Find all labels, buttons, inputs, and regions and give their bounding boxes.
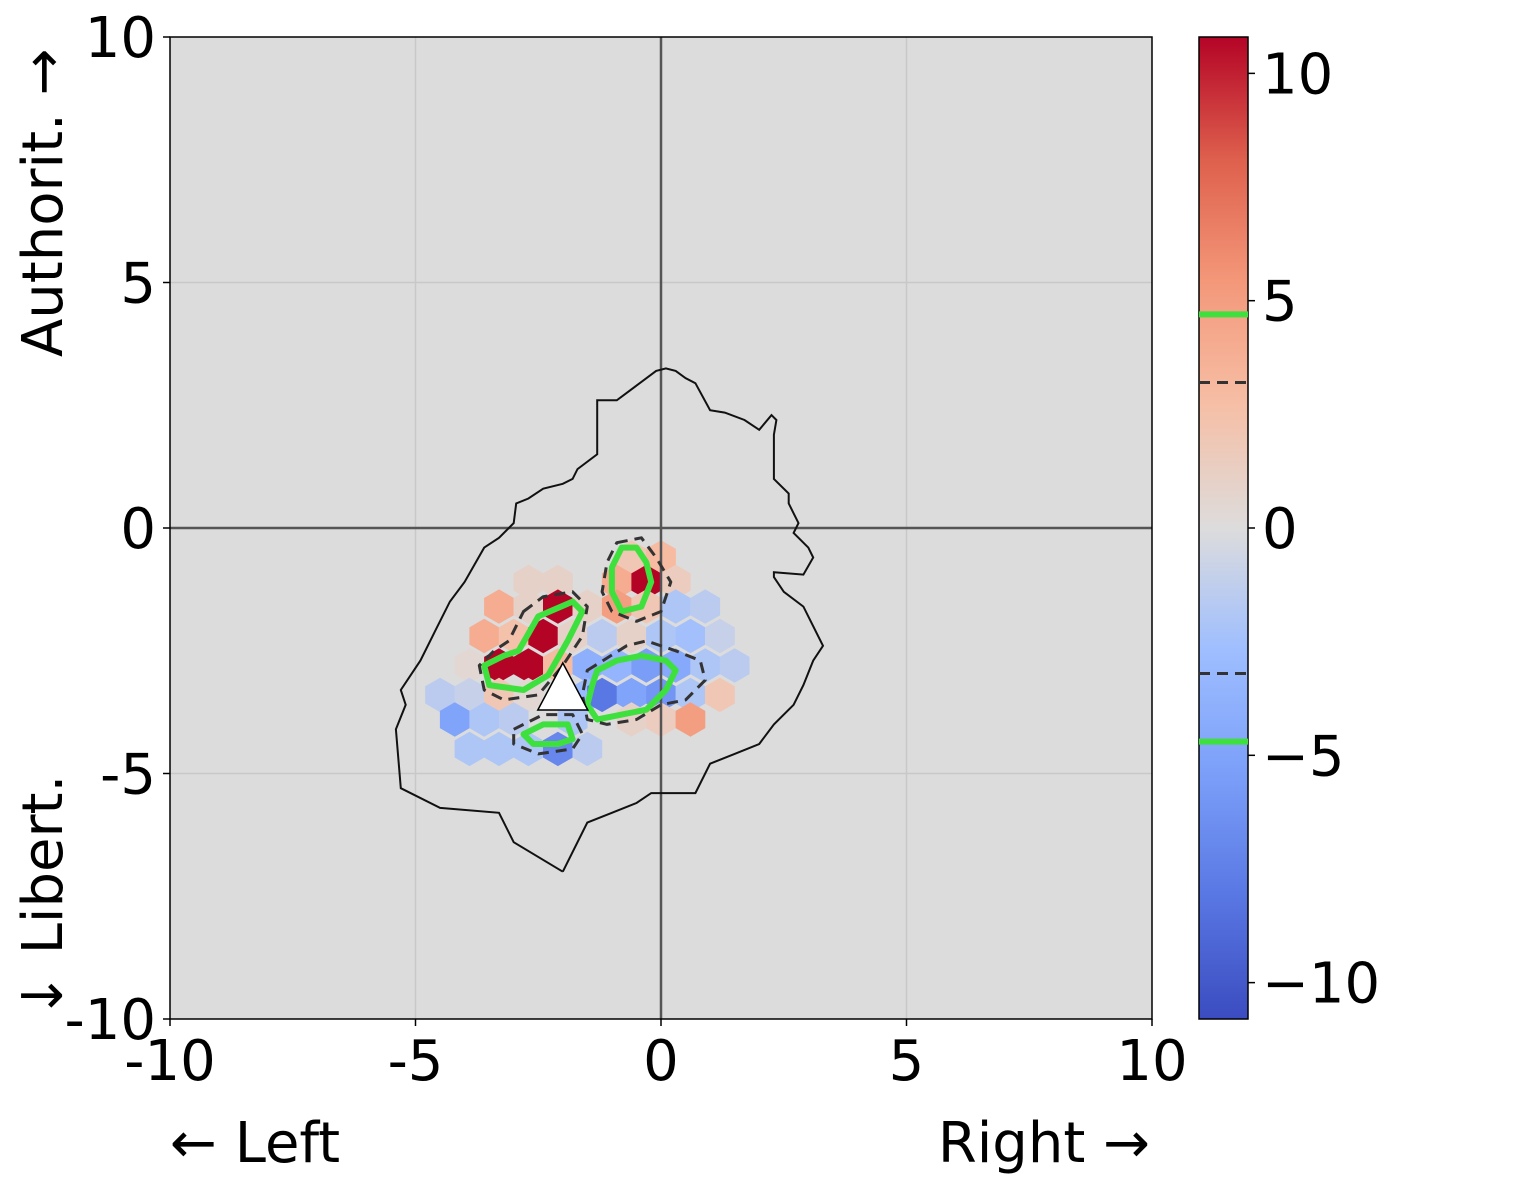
hexbin-cell	[513, 648, 544, 683]
hexbin-cell	[719, 648, 750, 683]
colorbar-tick-label: −5	[1262, 724, 1345, 789]
triangle-marker	[536, 661, 590, 711]
y-tick-label: 5	[120, 252, 156, 317]
y-axis-label-top: Authorit. →	[11, 48, 76, 357]
y-tick-label: -10	[65, 988, 156, 1053]
hexbin-cell	[660, 564, 691, 600]
hexbin-cell	[469, 702, 500, 737]
x-tick-label: 5	[889, 1029, 925, 1094]
y-tick-label: 0	[120, 497, 156, 562]
contour-dashed	[600, 536, 673, 623]
hexbin-cell	[498, 702, 529, 737]
hexbin-cell	[660, 648, 691, 683]
hexbin-cell	[631, 564, 662, 600]
x-axis-label-left: ← Left	[170, 1111, 340, 1176]
x-tick-label: 0	[643, 1029, 679, 1094]
contour-dashed	[477, 590, 589, 702]
y-tick-label: -5	[100, 743, 156, 808]
position-marker	[536, 661, 590, 711]
hexbin-cell	[675, 702, 706, 737]
colorbar: −10 −5 0 5 10	[1198, 36, 1380, 1020]
colorbar-gradient	[1198, 36, 1249, 1020]
y-tick-label: 10	[85, 6, 156, 71]
hexbin-cell	[439, 702, 470, 737]
colorbar-tick-label: 5	[1262, 270, 1298, 335]
hexbin-cell	[484, 731, 514, 767]
hexbin-cell	[454, 648, 485, 683]
x-tick-label: 10	[1116, 1029, 1187, 1094]
hexbin-cell	[660, 589, 691, 624]
contour-solid	[584, 652, 679, 723]
distribution-outline	[394, 367, 825, 873]
x-axis-label-right: Right →	[938, 1111, 1150, 1176]
contour-solid	[481, 598, 586, 693]
hexbin-cell	[454, 731, 485, 767]
hexbin-cell	[616, 677, 647, 713]
hexbin-cell	[513, 564, 544, 600]
hexbin-cell	[543, 564, 573, 600]
colorbar-tick-label: 0	[1262, 497, 1298, 562]
colorbar-ticks: −10 −5 0 5 10	[1248, 42, 1380, 1017]
hexbin-cell	[705, 618, 735, 654]
hexbin-cell	[454, 677, 485, 713]
hexbin-cell	[675, 618, 706, 654]
x-tick-label: -5	[388, 1029, 444, 1094]
zero-axis-lines	[170, 37, 1152, 1019]
contour-dashed	[512, 713, 584, 756]
hexbin-cell	[705, 677, 735, 713]
hexbin-cell	[690, 589, 721, 624]
colorbar-level-lines	[1199, 311, 1248, 745]
outline-line	[394, 367, 825, 873]
y-axis-ticks: -10 -5 0 5 10	[65, 6, 170, 1053]
contour-dashed	[580, 639, 707, 726]
hexbin-cell	[469, 618, 500, 654]
hexbin-cell	[484, 589, 514, 624]
colorbar-tick-label: −10	[1262, 952, 1380, 1017]
y-axis-label-bottom: ↓ Libert.	[11, 775, 76, 1019]
hexbin-cell	[690, 648, 721, 683]
x-tick-label: -10	[124, 1029, 215, 1094]
hexbin-cell	[528, 618, 558, 654]
hexbin-cell	[616, 618, 647, 654]
significance-contours	[477, 536, 707, 756]
hexbin-cell	[587, 618, 617, 654]
x-axis-ticks: -10 -5 0 5 10	[124, 1019, 1188, 1094]
colorbar-tick-label: 10	[1262, 42, 1333, 107]
contour-solid	[520, 721, 576, 747]
contour-solid	[608, 544, 655, 615]
hexbin-cell	[425, 677, 455, 713]
